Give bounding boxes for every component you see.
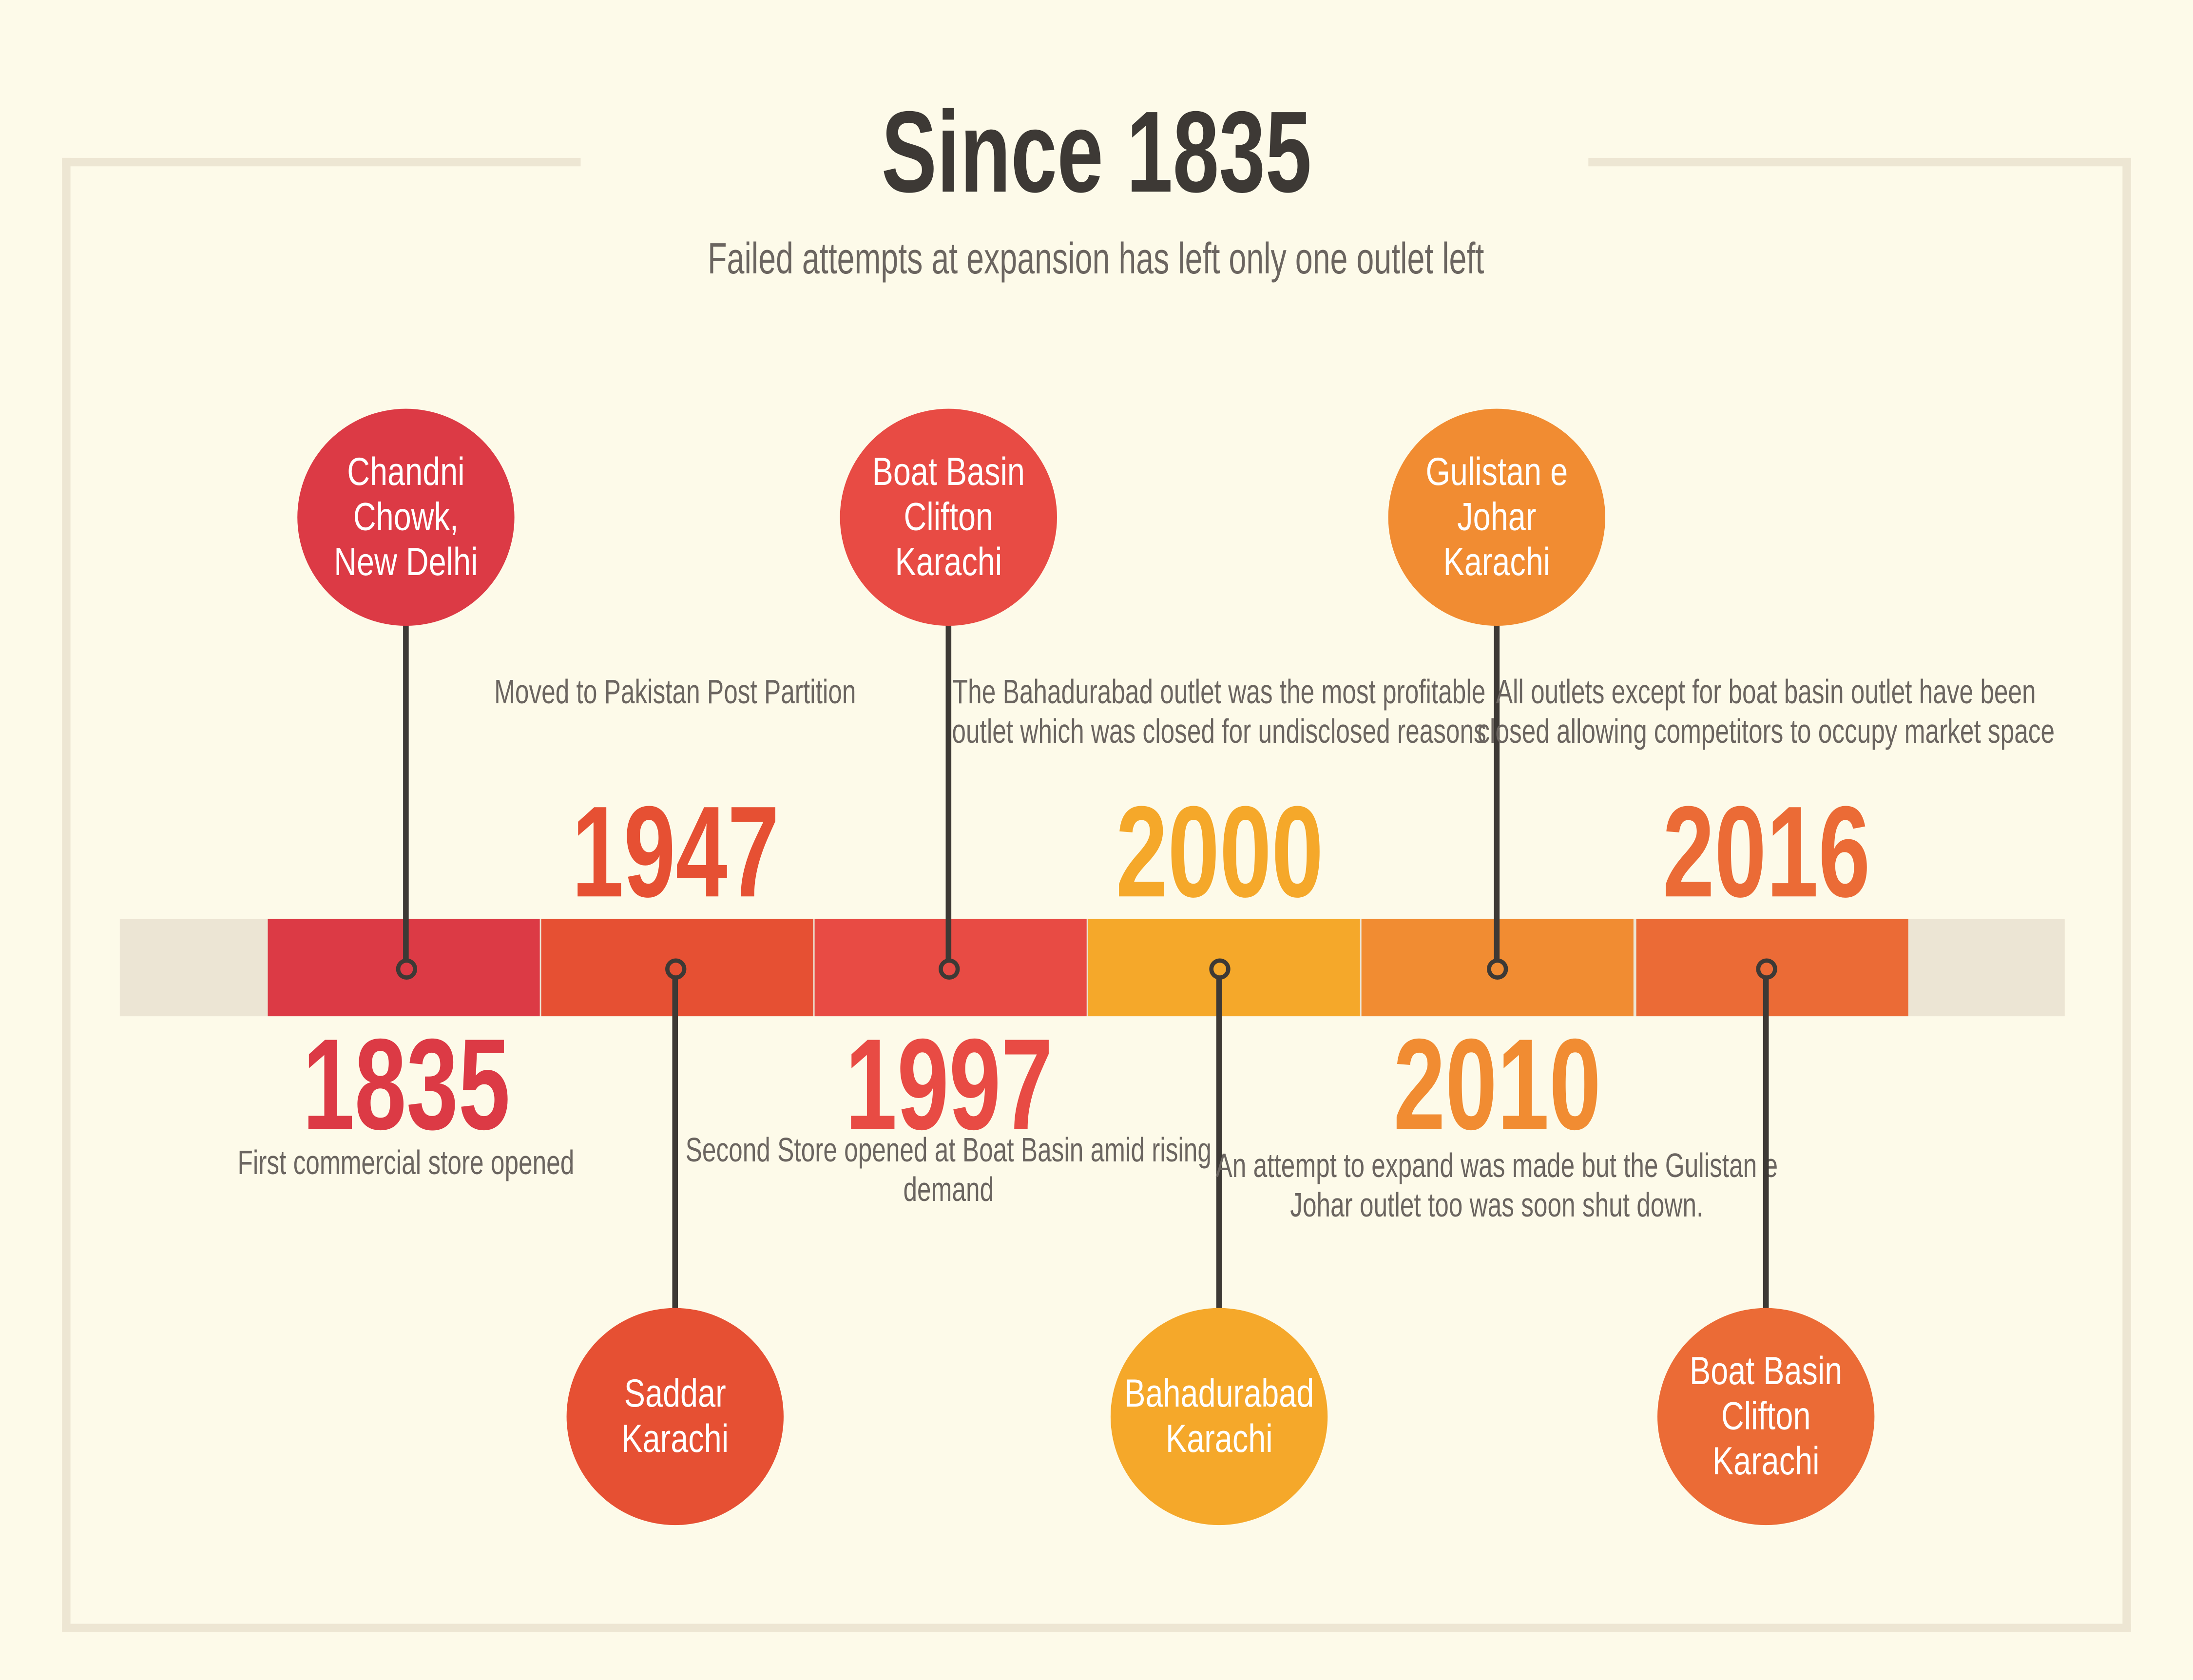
- location-label: Boat Basin Clifton Karachi: [1690, 1349, 1843, 1483]
- timeline-marker: [939, 958, 960, 980]
- connector-line: [1494, 620, 1500, 968]
- frame-top-right: [1588, 157, 2131, 167]
- timeline-marker: [396, 958, 418, 980]
- year-label: 1997: [845, 1013, 1053, 1158]
- frame-left: [62, 157, 71, 1632]
- frame-right: [2122, 157, 2131, 1632]
- year-label: 2000: [1115, 781, 1323, 925]
- year-label: 2010: [1393, 1013, 1601, 1158]
- timeline-marker: [1209, 958, 1231, 980]
- event-description: The Bahadurabad outlet was the most prof…: [952, 674, 1486, 752]
- location-circle: Saddar Karachi: [566, 1308, 784, 1526]
- connector-line: [945, 620, 952, 968]
- event-description: All outlets except for boat basin outlet…: [1477, 674, 2055, 752]
- location-circle: Boat Basin Clifton Karachi: [1657, 1308, 1875, 1526]
- connector-line: [672, 968, 678, 1314]
- event-description: First commercial store opened: [237, 1144, 575, 1183]
- connector-line: [1216, 968, 1222, 1314]
- connector-line: [403, 620, 409, 968]
- location-label: Boat Basin Clifton Karachi: [872, 449, 1025, 584]
- location-circle: Bahadurabad Karachi: [1110, 1308, 1328, 1526]
- event-description: Second Store opened at Boat Basin amid r…: [685, 1132, 1212, 1210]
- year-label: 1947: [571, 781, 779, 925]
- timeline-marker: [1487, 958, 1508, 980]
- timeline-marker: [665, 958, 687, 980]
- location-label: Gulistan e Johar Karachi: [1425, 449, 1568, 584]
- event-description: An attempt to expand was made but the Gu…: [1215, 1147, 1778, 1225]
- year-label: 2016: [1662, 781, 1870, 925]
- location-label: Saddar Karachi: [621, 1371, 729, 1461]
- location-circle: Gulistan e Johar Karachi: [1388, 408, 1605, 626]
- location-label: Bahadurabad Karachi: [1124, 1371, 1314, 1461]
- page-title: Since 1835: [881, 89, 1312, 217]
- location-circle: Boat Basin Clifton Karachi: [840, 408, 1057, 626]
- page-subtitle: Failed attempts at expansion has left on…: [708, 234, 1485, 284]
- year-label: 1835: [302, 1013, 510, 1158]
- frame-bottom: [62, 1623, 2131, 1632]
- event-description: Moved to Pakistan Post Partition: [494, 674, 856, 712]
- timeline-marker: [1756, 958, 1777, 980]
- connector-line: [1763, 968, 1769, 1314]
- location-circle: Chandni Chowk, New Delhi: [297, 408, 515, 626]
- location-label: Chandni Chowk, New Delhi: [334, 449, 478, 584]
- frame-top-left: [62, 157, 581, 167]
